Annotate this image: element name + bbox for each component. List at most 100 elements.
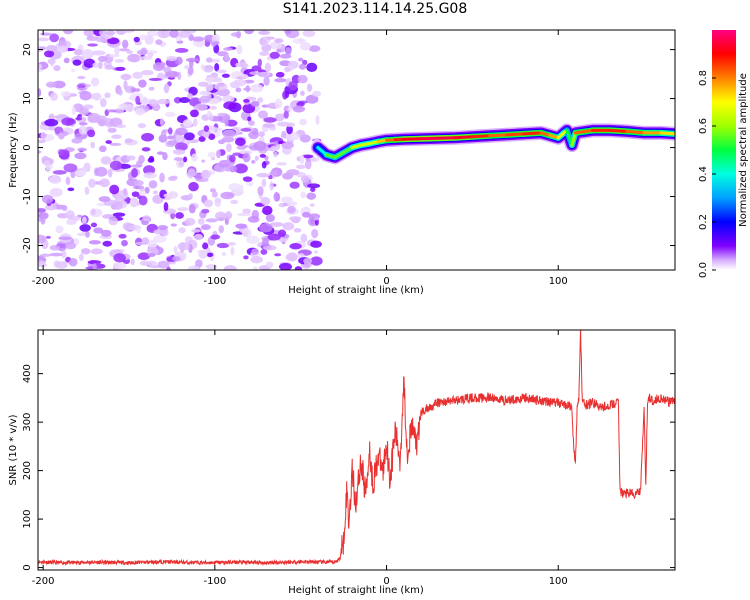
noise-blob bbox=[235, 87, 242, 93]
top-x-axis: -200 -100 0 100 bbox=[32, 30, 568, 287]
noise-blob bbox=[221, 251, 227, 257]
noise-blob bbox=[269, 51, 280, 59]
noise-blob bbox=[216, 242, 230, 249]
noise-blob bbox=[288, 216, 302, 221]
noise-blob bbox=[236, 145, 247, 150]
noise-blob bbox=[200, 169, 212, 179]
noise-blob bbox=[133, 36, 140, 43]
noise-blob bbox=[122, 30, 135, 33]
noise-blob bbox=[157, 260, 170, 269]
noise-blob bbox=[156, 151, 165, 155]
noise-blob bbox=[65, 242, 77, 250]
colorbar-tick-label: 0.4 bbox=[698, 166, 709, 182]
noise-blob bbox=[67, 187, 75, 192]
ridge-core bbox=[522, 131, 543, 136]
bottom-y-tick-label: 400 bbox=[22, 364, 33, 383]
noise-blob bbox=[203, 199, 214, 208]
colorbar-tick-label: 0.6 bbox=[698, 118, 709, 134]
noise-blob bbox=[74, 152, 87, 160]
noise-blob bbox=[126, 50, 133, 55]
noise-blob bbox=[114, 58, 125, 63]
noise-blob bbox=[228, 183, 242, 191]
top-x-tick-label: 100 bbox=[549, 276, 568, 287]
noise-blob bbox=[247, 215, 260, 223]
noise-blob bbox=[269, 181, 274, 191]
noise-blob bbox=[79, 90, 92, 101]
noise-blob bbox=[280, 196, 293, 204]
noise-blob bbox=[90, 248, 103, 255]
noise-blob bbox=[258, 71, 271, 78]
noise-blob bbox=[73, 49, 84, 56]
noise-blob bbox=[169, 175, 178, 180]
noise-blob bbox=[286, 169, 300, 176]
noise-blob bbox=[43, 50, 55, 58]
noise-blob bbox=[131, 191, 140, 198]
noise-blob bbox=[282, 222, 295, 231]
noise-blob bbox=[173, 96, 182, 104]
noise-blob bbox=[74, 132, 88, 140]
noise-blob bbox=[132, 71, 143, 80]
noise-blob bbox=[118, 88, 123, 96]
noise-blob bbox=[274, 141, 279, 145]
noise-blob bbox=[120, 73, 132, 81]
noise-blob bbox=[241, 228, 252, 238]
noise-blob bbox=[68, 257, 78, 267]
noise-blob bbox=[167, 127, 173, 135]
noise-blob bbox=[114, 46, 120, 56]
bottom-y-tick-label: 0 bbox=[22, 564, 33, 570]
noise-blob bbox=[90, 77, 100, 87]
noise-blob bbox=[198, 249, 208, 259]
chart-title: S141.2023.114.14.25.G08 bbox=[282, 1, 468, 17]
noise-blob bbox=[297, 74, 308, 84]
noise-blob bbox=[80, 248, 91, 255]
noise-blob bbox=[148, 180, 158, 189]
noise-blob bbox=[49, 187, 63, 197]
noise-blob bbox=[92, 92, 102, 101]
noise-blob bbox=[300, 90, 305, 96]
noise-blob bbox=[99, 30, 107, 36]
noise-blob bbox=[261, 39, 268, 46]
noise-blob bbox=[210, 72, 219, 78]
noise-blob bbox=[108, 216, 119, 226]
noise-blob bbox=[278, 263, 293, 270]
noise-blob bbox=[100, 156, 112, 165]
noise-blob bbox=[242, 152, 251, 163]
noise-blob bbox=[273, 151, 278, 158]
noise-blob bbox=[195, 259, 203, 268]
noise-blob bbox=[98, 61, 103, 70]
top-x-label: Height of straight line (km) bbox=[288, 285, 424, 296]
noise-blob bbox=[48, 175, 62, 184]
noise-blob bbox=[115, 66, 126, 71]
noise-blob bbox=[102, 240, 113, 247]
noise-blob bbox=[141, 69, 154, 76]
noise-blob bbox=[52, 170, 67, 175]
noise-blob bbox=[61, 205, 68, 212]
noise-blob bbox=[312, 90, 322, 97]
noise-blob bbox=[309, 157, 320, 162]
noise-blob bbox=[276, 48, 282, 53]
noise-blob bbox=[185, 57, 199, 63]
noise-blob bbox=[148, 155, 155, 162]
snr-frame bbox=[37, 329, 676, 571]
top-x-tick-label: 0 bbox=[383, 276, 389, 287]
noise-blob bbox=[82, 104, 94, 110]
noise-blob bbox=[63, 163, 78, 173]
noise-blob bbox=[174, 142, 188, 151]
noise-blob bbox=[267, 233, 281, 241]
noise-blob bbox=[285, 122, 296, 128]
noise-blob bbox=[300, 175, 310, 183]
noise-blob bbox=[299, 118, 307, 126]
noise-blob bbox=[269, 41, 282, 50]
noise-blob bbox=[152, 62, 165, 72]
noise-blob bbox=[289, 243, 302, 250]
noise-blob bbox=[85, 230, 90, 238]
noise-blob bbox=[129, 197, 139, 208]
noise-blob bbox=[197, 218, 205, 225]
noise-blob bbox=[161, 229, 169, 237]
noise-blob bbox=[243, 87, 252, 91]
noise-blob bbox=[175, 133, 184, 143]
noise-blob bbox=[300, 191, 307, 199]
noise-blob bbox=[100, 97, 107, 108]
noise-blob bbox=[167, 135, 175, 140]
bottom-x-label: Height of straight line (km) bbox=[288, 585, 424, 596]
